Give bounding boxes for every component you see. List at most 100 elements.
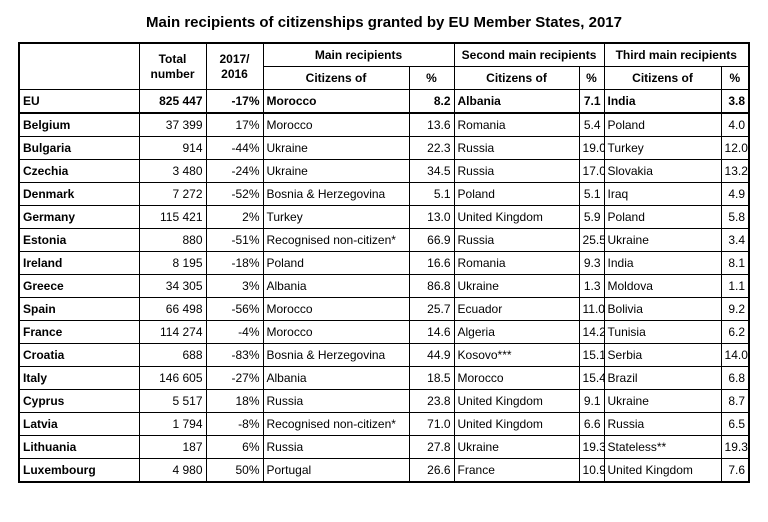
table-cell: 14.6 [408, 320, 455, 344]
table-cell: Morocco [453, 366, 580, 390]
table-row: Spain 66 498 -56% Morocco 25.7 Ecuador 11.0 Bol… [18, 297, 750, 321]
table-row: Ireland 8 195 -18% Poland 16.6 Romania 9.3 Indi… [18, 251, 750, 275]
table-cell: India [603, 251, 722, 275]
table-cell: United Kingdom [453, 389, 580, 413]
sub-header: % [408, 66, 455, 90]
table-cell: 914 [138, 136, 207, 160]
table-cell: 6.6 [578, 412, 605, 436]
table-cell: 23.8 [408, 389, 455, 413]
table-cell: 4.0 [720, 112, 750, 137]
table-cell: 15.4 [578, 366, 605, 390]
table-row: Luxembourg 4 980 50% Portugal 26.6 France 10.9… [18, 458, 750, 483]
table-cell: 5.1 [578, 182, 605, 206]
header-cell: 2017/ 2016 [205, 42, 264, 90]
table-cell: 50% [205, 458, 264, 483]
row-label: Bulgaria [18, 136, 140, 160]
sub-header: Citizens of [453, 66, 580, 90]
table-cell: -44% [205, 136, 264, 160]
table-row: Germany 115 421 2% Turkey 13.0 United Kingdom… [18, 205, 750, 229]
table-cell: Turkey [603, 136, 722, 160]
table-cell: 1.1 [720, 274, 750, 298]
table-cell: Poland [603, 112, 722, 137]
table-row: Croatia 688 -83% Bosnia & Herzegovina 44.9 Ko… [18, 343, 750, 367]
table-cell: Poland [603, 205, 722, 229]
table-cell: 8.2 [408, 89, 455, 114]
corner-cell [18, 42, 140, 90]
table-cell: Albania [453, 89, 580, 114]
table-cell: 17.0 [578, 159, 605, 183]
table-cell: Serbia [603, 343, 722, 367]
table-cell: 688 [138, 343, 207, 367]
table-cell: -52% [205, 182, 264, 206]
row-label: Belgium [18, 112, 140, 137]
group-header: Main recipients [262, 42, 455, 67]
table-cell: 37 399 [138, 112, 207, 137]
table-cell: 4.9 [720, 182, 750, 206]
table-cell: 11.0 [578, 297, 605, 321]
table-cell: 5.1 [408, 182, 455, 206]
table-cell: Recognised non-citizen* [262, 412, 410, 436]
table-cell: Kosovo*** [453, 343, 580, 367]
row-label: Italy [18, 366, 140, 390]
table-cell: 8.1 [720, 251, 750, 275]
table-cell: 1 794 [138, 412, 207, 436]
table-cell: 25.5 [578, 228, 605, 252]
table-cell: 25.7 [408, 297, 455, 321]
row-label: Denmark [18, 182, 140, 206]
table-cell: Albania [262, 366, 410, 390]
table-row: Estonia 880 -51% Recognised non-citizen* 66.… [18, 228, 750, 252]
table-cell: 27.8 [408, 435, 455, 459]
table-cell: -8% [205, 412, 264, 436]
table-cell: Ukraine [603, 228, 722, 252]
table-cell: 7.1 [578, 89, 605, 114]
table-cell: 71.0 [408, 412, 455, 436]
table-cell: 5 517 [138, 389, 207, 413]
table-row: Lithuania 187 6% Russia 27.8 Ukraine 19.3 State… [18, 435, 750, 459]
row-label: EU [18, 89, 140, 114]
table-cell: Morocco [262, 112, 410, 137]
table-cell: 13.6 [408, 112, 455, 137]
table-title: Main recipients of citizenships granted … [146, 14, 622, 31]
table-cell: 19.3 [578, 435, 605, 459]
table-cell: -27% [205, 366, 264, 390]
row-label: Cyprus [18, 389, 140, 413]
table-cell: Ukraine [262, 136, 410, 160]
row-label: Lithuania [18, 435, 140, 459]
table-row: France 114 274 -4% Morocco 14.6 Algeria 14.2 Tu… [18, 320, 750, 344]
table-cell: -83% [205, 343, 264, 367]
table-cell: India [603, 89, 722, 114]
row-label: Luxembourg [18, 458, 140, 483]
table-cell: 6% [205, 435, 264, 459]
table-row: Greece 34 305 3% Albania 86.8 Ukraine 1.3 Moldo… [18, 274, 750, 298]
table-row: Latvia 1 794 -8% Recognised non-citizen* 71.… [18, 412, 750, 436]
table-cell: Portugal [262, 458, 410, 483]
table-cell: Ukraine [453, 274, 580, 298]
table-row: Czechia 3 480 -24% Ukraine 34.5 Russia 17.0 Slo… [18, 159, 750, 183]
group-header: Third main recipients [603, 42, 750, 67]
table-cell: 26.6 [408, 458, 455, 483]
table-cell: 16.6 [408, 251, 455, 275]
table-cell: Moldova [603, 274, 722, 298]
table-cell: 6.2 [720, 320, 750, 344]
table-cell: 19.3 [720, 435, 750, 459]
table-cell: 3 480 [138, 159, 207, 183]
table-cell: 13.2 [720, 159, 750, 183]
row-label: Spain [18, 297, 140, 321]
table-cell: 15.1 [578, 343, 605, 367]
table-cell: Bolivia [603, 297, 722, 321]
table-cell: United Kingdom [603, 458, 722, 483]
table-cell: 13.0 [408, 205, 455, 229]
row-label: Estonia [18, 228, 140, 252]
table-cell: 34.5 [408, 159, 455, 183]
table-cell: 10.9 [578, 458, 605, 483]
table-cell: Bosnia & Herzegovina [262, 182, 410, 206]
table-cell: 187 [138, 435, 207, 459]
row-label: Germany [18, 205, 140, 229]
table-cell: 5.4 [578, 112, 605, 137]
row-label: Greece [18, 274, 140, 298]
row-label: Latvia [18, 412, 140, 436]
table-cell: Morocco [262, 89, 410, 114]
table-cell: 146 605 [138, 366, 207, 390]
table-cell: Bosnia & Herzegovina [262, 343, 410, 367]
table-cell: Poland [453, 182, 580, 206]
